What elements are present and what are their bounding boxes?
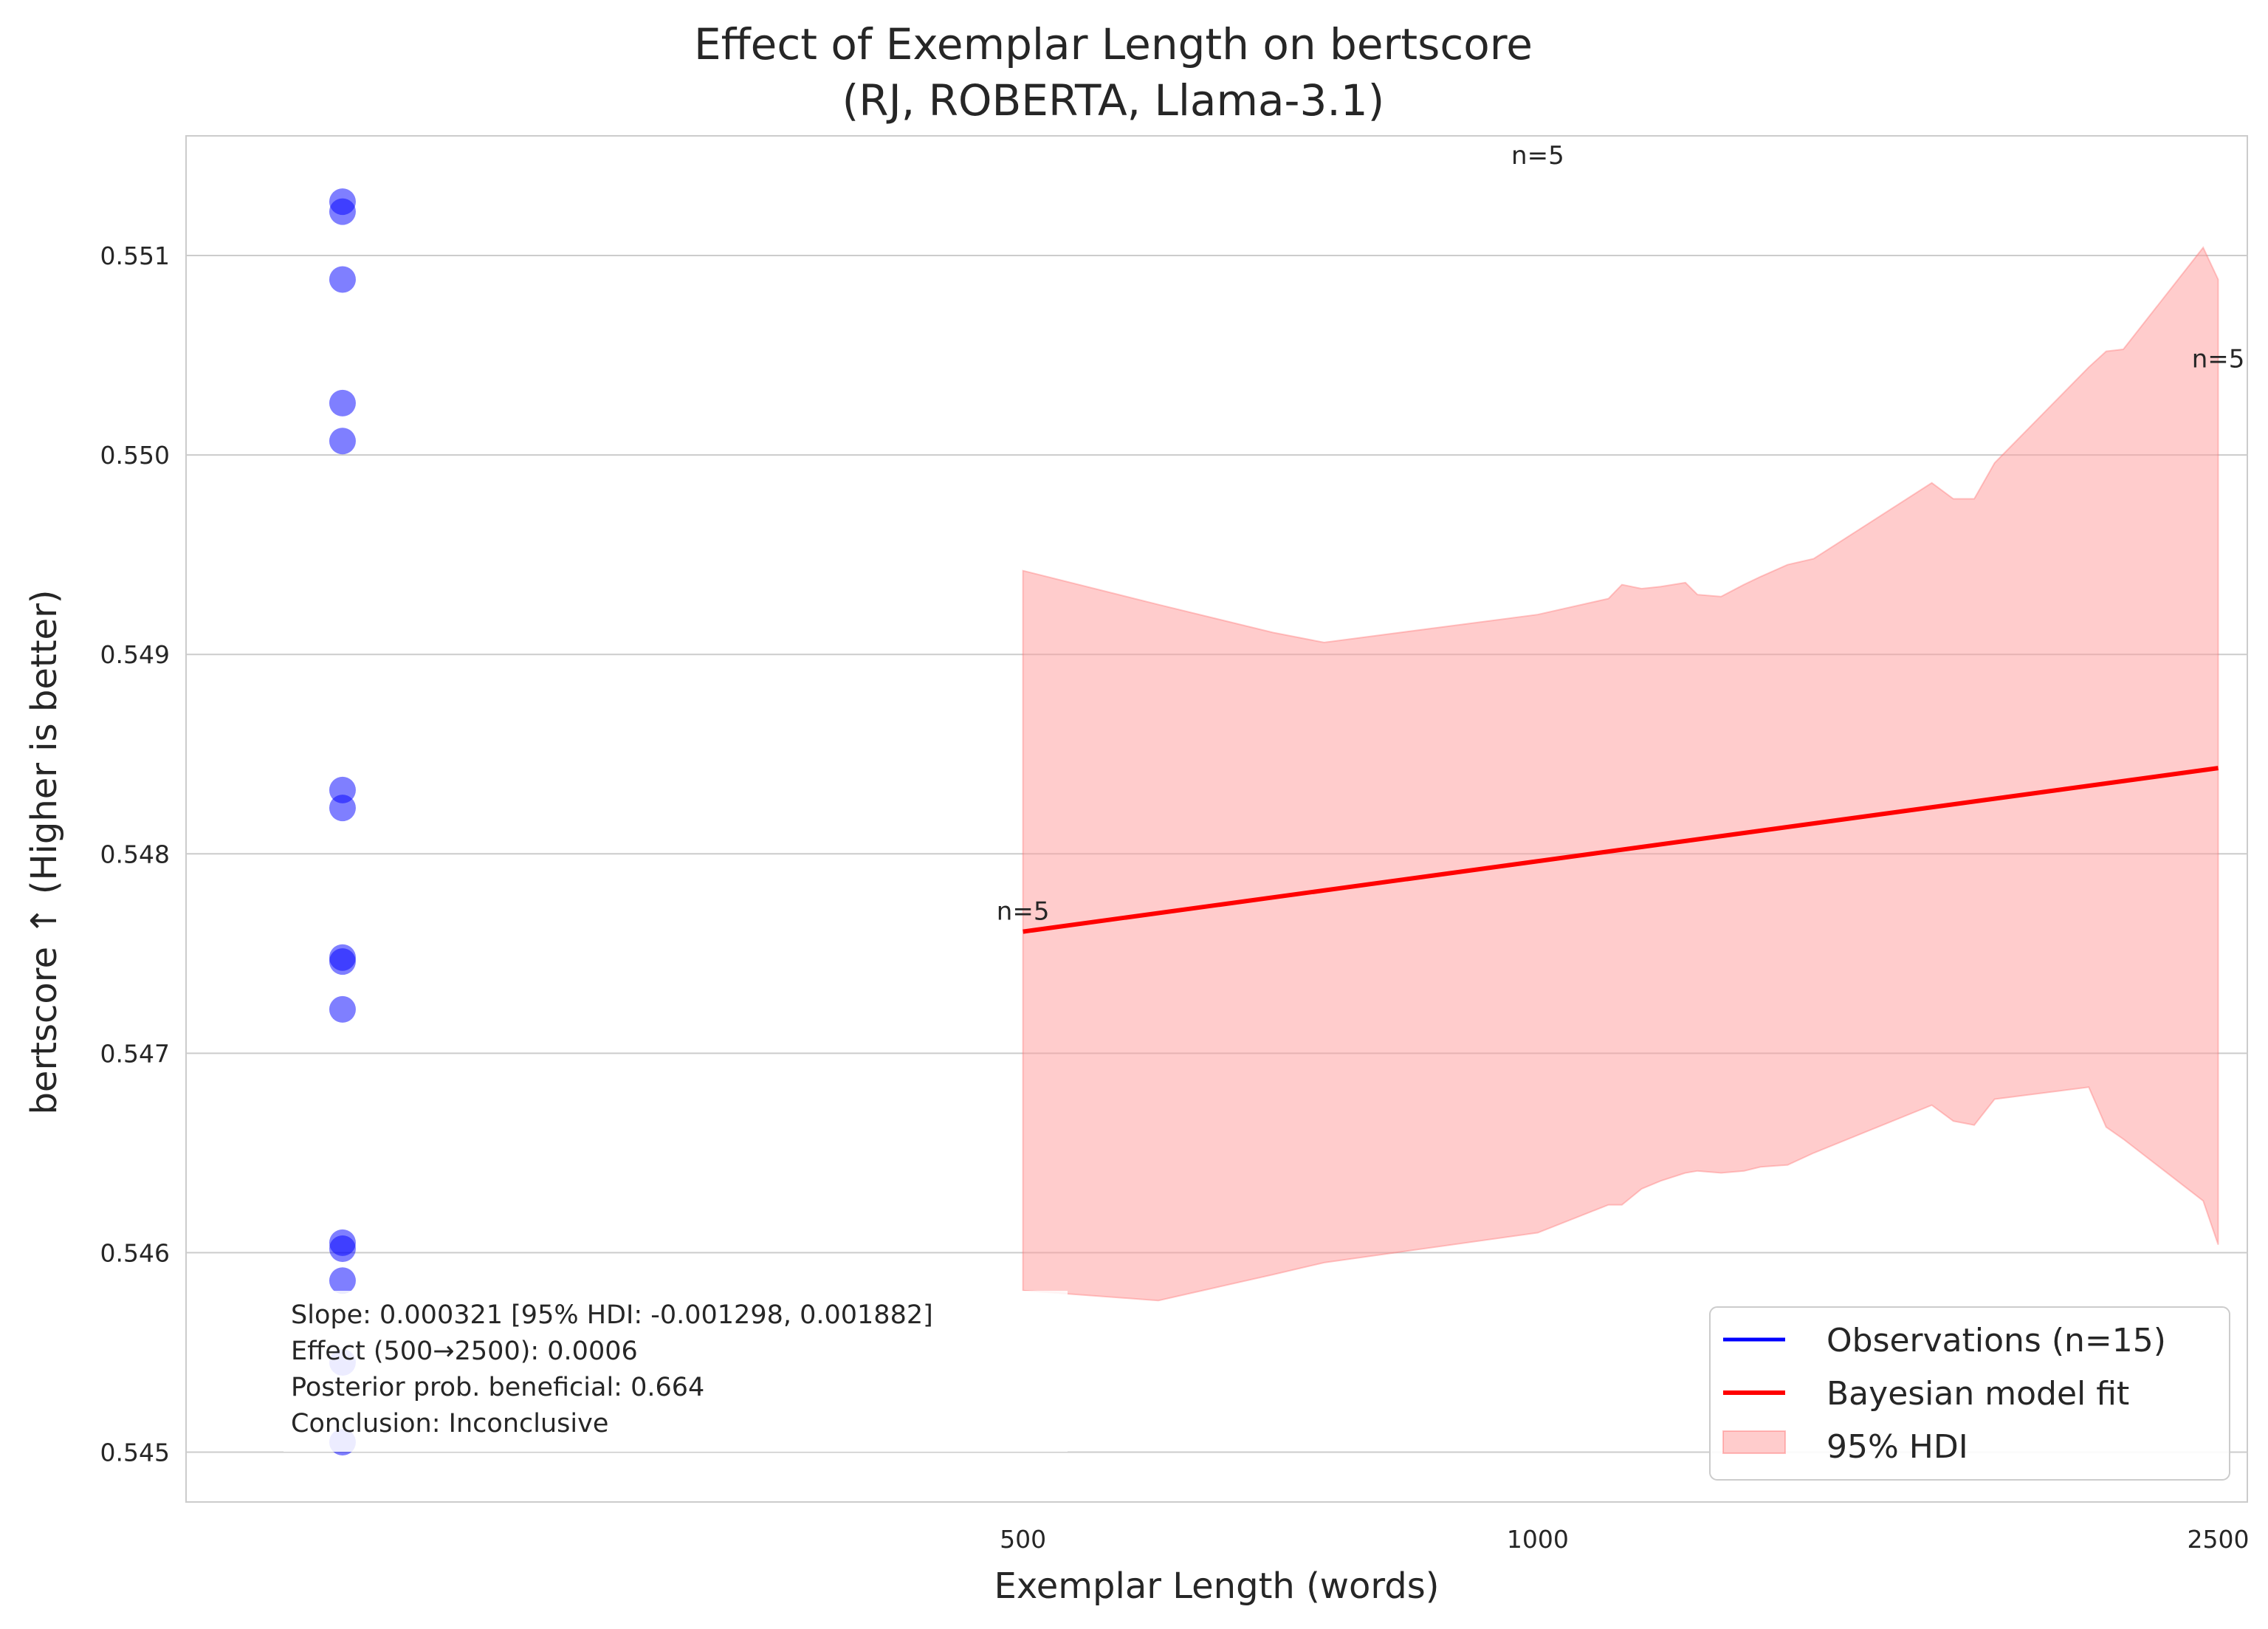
observation-point — [329, 795, 356, 822]
chart-subtitle: (RJ, ROBERTA, Llama-3.1) — [842, 75, 1385, 126]
y-tick-label: 0.547 — [100, 1039, 170, 1068]
stats-line: Slope: 0.000321 [95% HDI: -0.001298, 0.0… — [291, 1300, 933, 1330]
y-axis-label: bertscore ↑ (Higher is better) — [24, 589, 65, 1114]
y-tick-label: 0.551 — [100, 241, 170, 270]
x-axis-label: Exemplar Length (words) — [994, 1565, 1439, 1607]
x-tick-label: 500 — [1000, 1525, 1046, 1554]
observation-point — [329, 266, 356, 293]
y-tick-label: 0.545 — [100, 1438, 170, 1467]
x-tick-label: 2500 — [2188, 1525, 2250, 1554]
legend-observations-label: Observations (n=15) — [1827, 1322, 2166, 1359]
observation-point — [329, 198, 356, 225]
sample-size-annotation: n=5 — [997, 896, 1050, 926]
x-tick-labels: 500 1000 2500 — [1000, 1525, 2249, 1554]
stats-box-background — [284, 1291, 1068, 1452]
legend-hdi-swatch — [1722, 1430, 1786, 1454]
plot-border — [185, 135, 2248, 1503]
stats-line: Conclusion: Inconclusive — [291, 1409, 608, 1438]
stats-line: Effect (500→2500): 0.0006 — [291, 1337, 638, 1366]
y-tick-label: 0.550 — [100, 441, 170, 470]
y-tick-label: 0.546 — [100, 1238, 170, 1267]
legend: Observations (n=15) Bayesian model fit 95%… — [1709, 1306, 2230, 1481]
legend-box — [1709, 1306, 2230, 1481]
chart-title: Effect of Exemplar Length on bertscore — [694, 19, 1533, 69]
y-tick-label: 0.549 — [100, 640, 170, 669]
y-tick-label: 0.548 — [100, 840, 170, 868]
legend-hdi-label: 95% HDI — [1827, 1428, 1968, 1466]
x-tick-label: 1000 — [1507, 1525, 1569, 1554]
sample-size-annotations: n=5 n=5 n=5 — [997, 141, 2245, 927]
stats-box: Slope: 0.000321 [95% HDI: -0.001298, 0.0… — [284, 1291, 1068, 1452]
plot-frame — [185, 135, 2248, 1503]
observation-points — [329, 188, 356, 1455]
observation-point — [329, 1267, 356, 1294]
fit-line — [1023, 766, 2219, 934]
observation-point — [329, 428, 356, 455]
fit-line-layer — [1023, 766, 2219, 934]
hdi-band — [1022, 246, 2219, 1302]
observation-point — [329, 995, 356, 1023]
y-tick-labels: 0.545 0.546 0.547 0.548 0.549 0.550 0.551 — [100, 241, 170, 1467]
observation-point — [329, 948, 356, 975]
stats-line: Posterior prob. beneficial: 0.664 — [291, 1373, 704, 1402]
observation-point — [329, 389, 356, 416]
sample-size-annotation: n=5 — [1511, 141, 1564, 171]
legend-fit-label: Bayesian model fit — [1827, 1375, 2129, 1413]
observation-point — [329, 1235, 356, 1263]
sample-size-annotation: n=5 — [2192, 344, 2245, 374]
hdi-band-layer — [1022, 246, 2219, 1302]
